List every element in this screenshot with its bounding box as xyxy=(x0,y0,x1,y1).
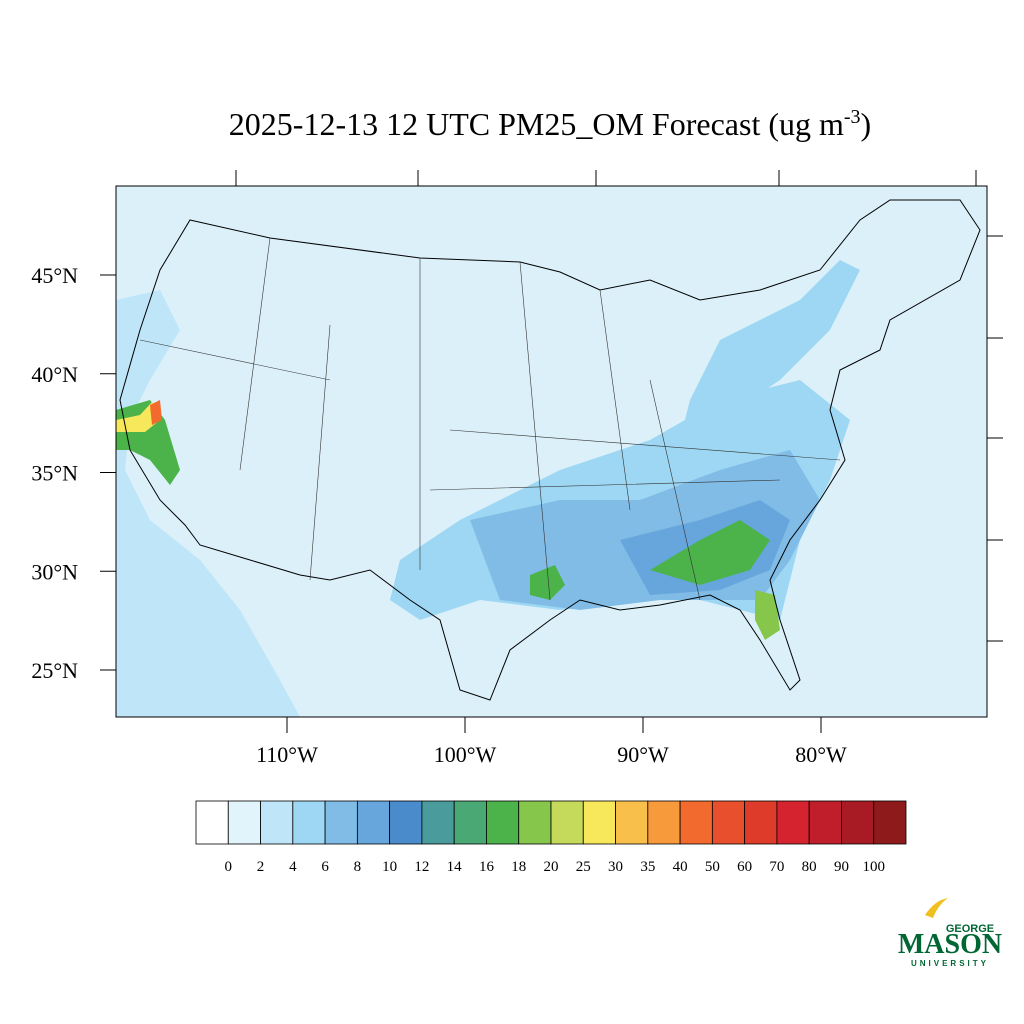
colorbar-label: 25 xyxy=(576,859,591,875)
lat-tick-label: 40°N xyxy=(31,362,78,387)
colorbar-label: 10 xyxy=(382,859,397,875)
colorbar-label: 60 xyxy=(737,859,752,875)
shade xyxy=(530,565,565,600)
colorbar-box xyxy=(389,800,423,845)
shade xyxy=(680,260,860,440)
axes: 45°N 40°N 35°N 30°N 25°N 110°W 100°W 90°W 80°W xyxy=(31,263,847,767)
lat-tick-label: 25°N xyxy=(31,658,78,683)
lat-tick-label: 45°N xyxy=(31,263,78,288)
state-borders xyxy=(139,237,841,601)
colorbar-box xyxy=(711,800,746,845)
colorbar-box xyxy=(550,800,584,845)
colorbar-label: 18 xyxy=(511,859,526,875)
colorbar-box xyxy=(292,800,326,845)
lon-tick-label: 90°W xyxy=(617,742,669,767)
logo-top: GEORGE xyxy=(946,923,994,935)
colorbar-label: 0 xyxy=(225,859,233,875)
colorbar-label: 8 xyxy=(354,859,362,875)
title-suffix: ) xyxy=(861,106,872,142)
colorbar-box xyxy=(260,800,294,845)
lon-tick-label: 110°W xyxy=(256,742,318,767)
colorbar-label: 100 xyxy=(862,859,885,875)
lon-tick-label: 100°W xyxy=(434,742,497,767)
colorbar-label: 6 xyxy=(321,859,329,875)
shade xyxy=(150,400,162,425)
colorbar-box xyxy=(518,800,552,845)
title-text: 2025-12-13 12 UTC PM25_OM Forecast (ug m xyxy=(229,106,844,142)
map-frame xyxy=(115,185,988,718)
shade xyxy=(650,520,770,585)
colorbar-box xyxy=(227,800,261,845)
lat-tick-label: 35°N xyxy=(31,461,78,486)
shade xyxy=(116,402,160,432)
colorbar: 0 2 4 6 8 10 12 14 16 18 20 25 30 35 40 50 60 70 80 90 100 xyxy=(195,800,907,875)
logo-flame xyxy=(925,898,948,918)
colorbar-label: 70 xyxy=(769,859,784,875)
colorbar-label: 50 xyxy=(705,859,720,875)
title: 2025-12-13 12 UTC PM25_OM Forecast (ug m… xyxy=(229,106,871,142)
colorbar-label: 2 xyxy=(257,859,265,875)
lon-tick-label: 80°W xyxy=(795,742,847,767)
colorbar-box xyxy=(647,800,681,845)
colorbar-box xyxy=(195,800,229,845)
colorbar-box xyxy=(679,800,713,845)
shade xyxy=(116,290,300,717)
colorbar-label: 12 xyxy=(414,859,429,875)
colorbar-box xyxy=(808,800,842,845)
logo-bottom: UNIVERSITY xyxy=(911,959,989,968)
colorbar-box xyxy=(453,800,487,845)
colorbar-box xyxy=(582,800,616,845)
logo: GEORGE MASON UNIVERSITY xyxy=(898,898,1002,968)
colorbar-label: 14 xyxy=(447,859,463,875)
colorbar-box xyxy=(873,800,907,845)
colorbar-label: 40 xyxy=(673,859,688,875)
title-superscript: -3 xyxy=(844,106,861,128)
colorbar-label: 90 xyxy=(834,859,849,875)
colorbar-label: 16 xyxy=(479,859,495,875)
colorbar-label: 80 xyxy=(802,859,817,875)
shade xyxy=(755,590,780,640)
frame-ticks xyxy=(235,170,1003,642)
colorbar-label: 35 xyxy=(640,859,655,875)
coastline xyxy=(119,199,981,701)
colorbar-label: 30 xyxy=(608,859,623,875)
colorbar-label: 20 xyxy=(544,859,559,875)
lat-tick-label: 30°N xyxy=(31,559,78,584)
colorbar-box xyxy=(776,800,810,845)
colorbar-box xyxy=(324,800,358,845)
colorbar-box xyxy=(841,800,875,845)
logo-name: MASON xyxy=(898,929,1002,960)
colorbar-box xyxy=(744,800,778,845)
colorbar-box xyxy=(615,800,649,845)
colorbar-label: 4 xyxy=(289,859,297,875)
colorbar-box xyxy=(486,800,520,845)
colorbar-box xyxy=(421,800,455,845)
colorbar-box xyxy=(356,800,391,845)
map xyxy=(115,170,1003,718)
